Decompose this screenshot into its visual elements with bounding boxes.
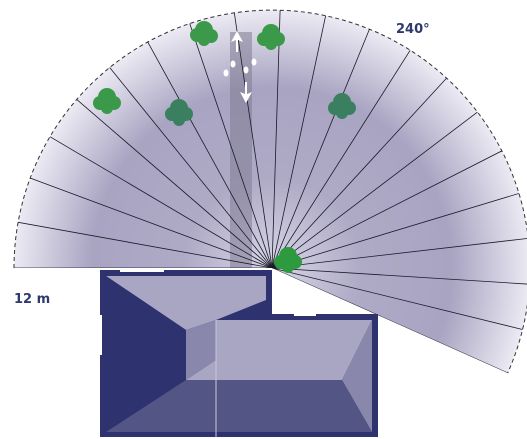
zone-line (271, 236, 527, 269)
arrow-up (231, 31, 243, 52)
footprints (223, 58, 257, 77)
zone-line (271, 267, 527, 333)
zone-line (14, 219, 273, 269)
zone-line (271, 17, 375, 269)
tree (93, 88, 121, 114)
zone-line (271, 68, 456, 269)
zone-line (271, 145, 513, 269)
tree (274, 247, 302, 273)
zone-line (39, 130, 273, 269)
zone-line (232, 10, 273, 269)
zone-line (271, 10, 329, 269)
zone-line (271, 267, 519, 373)
zone-line (271, 39, 418, 269)
zone-line (18, 173, 273, 269)
tree (328, 93, 356, 119)
arrow-down (240, 82, 252, 103)
zone-line (271, 189, 527, 269)
zone-lines (14, 10, 527, 373)
tree (165, 99, 193, 126)
tree (190, 21, 218, 46)
range-label: 12 m (14, 292, 50, 307)
zone-line (101, 57, 273, 269)
tree (257, 24, 285, 50)
zone-line (271, 267, 527, 286)
zone-line (185, 11, 273, 269)
zone-line (141, 31, 273, 269)
house (98, 268, 378, 437)
angle-label: 240° (396, 22, 430, 37)
zone-line (67, 91, 273, 269)
zone-line (271, 104, 488, 269)
detection-area (14, 10, 527, 373)
